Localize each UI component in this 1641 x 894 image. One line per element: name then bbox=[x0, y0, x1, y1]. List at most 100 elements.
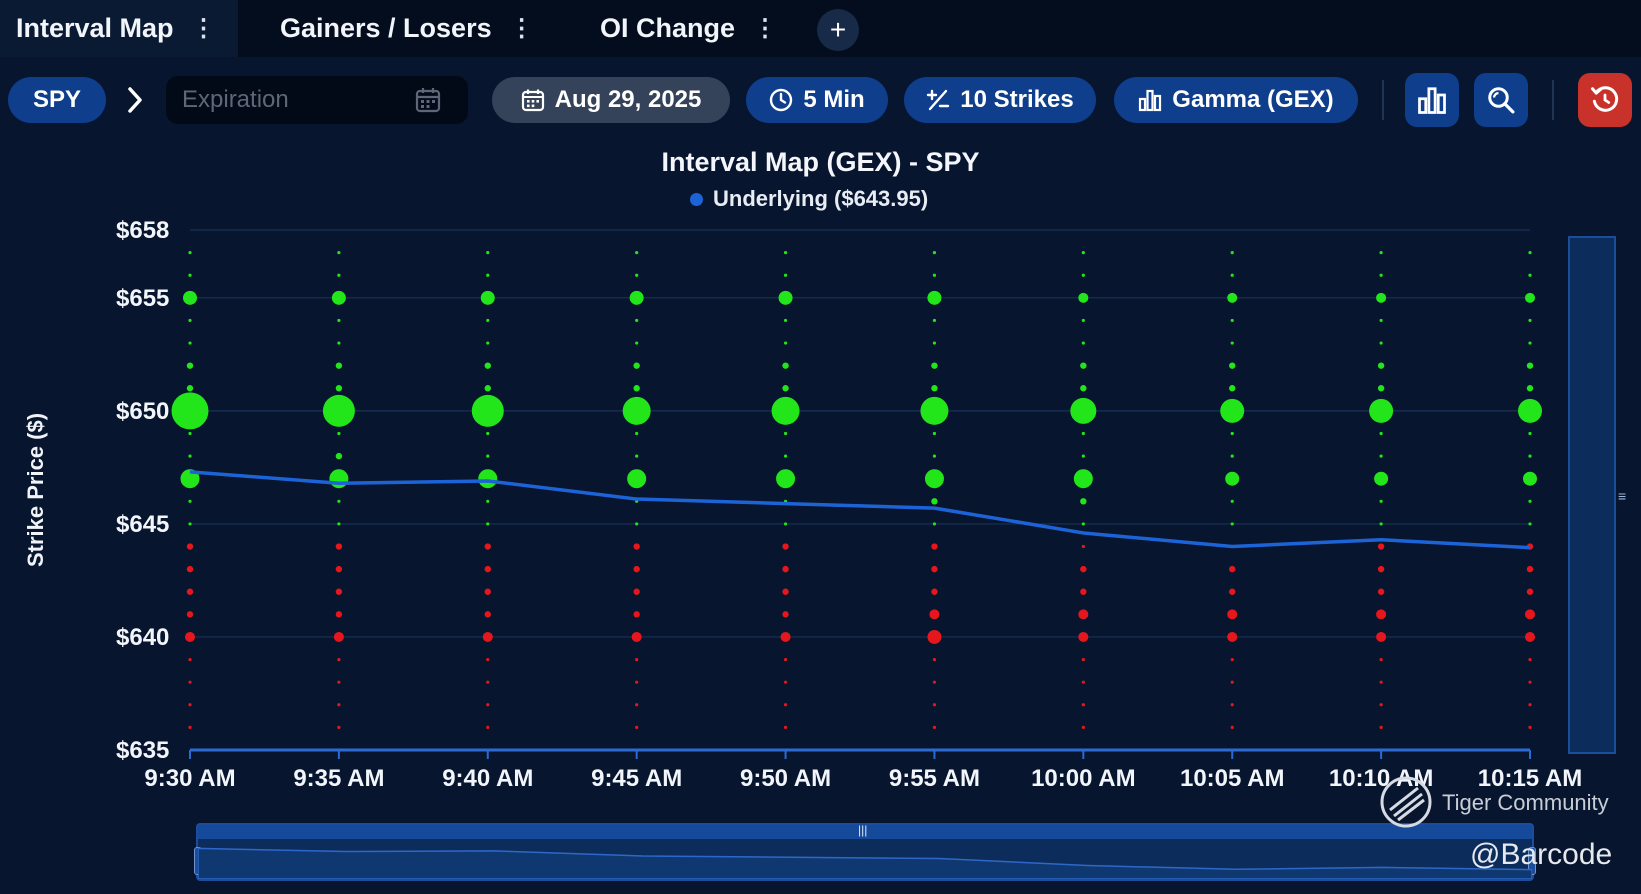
gex-bubble[interactable] bbox=[931, 385, 938, 392]
gex-bubble[interactable] bbox=[1376, 292, 1387, 303]
gex-bubble[interactable] bbox=[1379, 499, 1383, 503]
gex-bubble[interactable] bbox=[932, 341, 937, 345]
gex-bubble[interactable] bbox=[1374, 471, 1389, 486]
time-navigator[interactable]: ||| bbox=[194, 823, 1536, 881]
gex-bubble[interactable] bbox=[633, 611, 640, 618]
gex-bubble[interactable] bbox=[337, 431, 341, 436]
gex-bubble[interactable] bbox=[931, 565, 938, 573]
gex-bubble[interactable] bbox=[484, 385, 491, 392]
gex-bubble[interactable] bbox=[1528, 273, 1532, 277]
gex-bubble[interactable] bbox=[635, 273, 639, 277]
gex-bubble[interactable] bbox=[1229, 565, 1236, 573]
gex-bubble[interactable] bbox=[1229, 362, 1236, 369]
gex-bubble[interactable] bbox=[486, 454, 490, 458]
gex-bubble[interactable] bbox=[484, 362, 491, 369]
gex-bubble[interactable] bbox=[783, 725, 788, 729]
gex-bubble[interactable] bbox=[927, 290, 942, 305]
gex-bubble[interactable] bbox=[932, 657, 937, 662]
gex-bubble[interactable] bbox=[932, 703, 937, 707]
gex-bubble[interactable] bbox=[484, 588, 491, 595]
gex-bubble[interactable] bbox=[931, 588, 938, 595]
gex-bubble[interactable] bbox=[782, 385, 789, 392]
gex-bubble[interactable] bbox=[335, 385, 343, 392]
gex-bubble[interactable] bbox=[335, 362, 343, 369]
gex-bubble[interactable] bbox=[633, 588, 640, 595]
gex-bubble[interactable] bbox=[783, 273, 788, 277]
gex-bubble[interactable] bbox=[331, 290, 346, 305]
strikes-button[interactable]: 10 Strikes bbox=[904, 77, 1096, 123]
gex-bubble[interactable] bbox=[337, 703, 341, 707]
gex-bubble[interactable] bbox=[1230, 454, 1234, 458]
gex-bubble[interactable] bbox=[1080, 588, 1087, 595]
gex-bubble[interactable] bbox=[782, 588, 789, 595]
gex-bubble[interactable] bbox=[186, 588, 194, 595]
gex-bubble[interactable] bbox=[633, 543, 640, 550]
gex-bubble[interactable] bbox=[335, 588, 343, 595]
gex-bubble[interactable] bbox=[1080, 385, 1087, 392]
gex-bubble[interactable] bbox=[486, 703, 490, 707]
gex-bubble[interactable] bbox=[1526, 385, 1534, 392]
gex-bubble[interactable] bbox=[186, 611, 194, 618]
interval-button[interactable]: 5 Min bbox=[746, 77, 888, 123]
gex-bubble[interactable] bbox=[631, 631, 642, 642]
gex-bubble[interactable] bbox=[1528, 431, 1532, 436]
gex-bubble[interactable] bbox=[1078, 631, 1089, 642]
gex-bubble[interactable] bbox=[484, 565, 491, 573]
legend-item-underlying[interactable]: Underlying ($643.95) bbox=[690, 186, 928, 212]
gex-bubble[interactable] bbox=[186, 565, 194, 573]
gex-bubble[interactable] bbox=[486, 725, 490, 729]
gex-bubble[interactable] bbox=[932, 318, 937, 323]
chart-type-button[interactable] bbox=[1405, 73, 1459, 127]
gex-bubble[interactable] bbox=[1528, 454, 1532, 458]
gex-bubble[interactable] bbox=[1528, 251, 1532, 255]
gex-bubble[interactable] bbox=[783, 251, 788, 255]
gex-bubble[interactable] bbox=[1525, 609, 1535, 620]
gex-bubble[interactable] bbox=[1377, 588, 1385, 595]
gex-bubble[interactable] bbox=[185, 631, 195, 642]
tab-menu-icon[interactable]: ⋮ bbox=[509, 15, 534, 42]
navigator-right-handle[interactable] bbox=[1528, 847, 1536, 875]
chevron-right-icon[interactable] bbox=[120, 80, 150, 120]
gex-bubble[interactable] bbox=[1227, 631, 1238, 642]
gex-bubble[interactable] bbox=[932, 725, 937, 729]
gex-bubble[interactable] bbox=[335, 565, 343, 573]
gex-bubble[interactable] bbox=[188, 273, 192, 277]
gex-bubble[interactable] bbox=[1230, 251, 1234, 255]
gex-bubble[interactable] bbox=[1376, 631, 1387, 642]
gex-bubble[interactable] bbox=[1379, 341, 1383, 345]
gex-bubble[interactable] bbox=[1078, 292, 1089, 303]
gex-bubble[interactable] bbox=[188, 680, 192, 684]
gex-bubble[interactable] bbox=[1081, 454, 1085, 458]
gex-bubble[interactable] bbox=[1230, 273, 1234, 277]
gex-bubble[interactable] bbox=[1369, 398, 1394, 423]
gex-bubble[interactable] bbox=[1073, 469, 1093, 489]
gex-bubble[interactable] bbox=[1081, 341, 1085, 345]
gex-bubble[interactable] bbox=[1528, 680, 1532, 684]
gex-bubble[interactable] bbox=[932, 522, 937, 526]
gex-bubble[interactable] bbox=[486, 522, 490, 526]
gex-bubble[interactable] bbox=[1528, 341, 1532, 345]
gex-bubble[interactable] bbox=[783, 454, 788, 458]
gex-bubble[interactable] bbox=[633, 565, 640, 573]
tab-interval-map[interactable]: Interval Map ⋮ bbox=[0, 0, 238, 57]
gex-bubble[interactable] bbox=[932, 454, 937, 458]
gex-bubble[interactable] bbox=[333, 631, 344, 642]
search-button[interactable] bbox=[1474, 73, 1528, 127]
gex-bubble[interactable] bbox=[635, 657, 639, 662]
gex-bubble[interactable] bbox=[783, 680, 788, 684]
gex-bubble[interactable] bbox=[783, 318, 788, 323]
gex-bubble[interactable] bbox=[635, 431, 639, 436]
gex-bubble[interactable] bbox=[1070, 397, 1097, 424]
gex-bubble[interactable] bbox=[171, 392, 209, 430]
gex-bubble[interactable] bbox=[1220, 398, 1245, 423]
gex-bubble[interactable] bbox=[633, 385, 640, 392]
gex-bubble[interactable] bbox=[188, 703, 192, 707]
gex-bubble[interactable] bbox=[635, 703, 639, 707]
gex-bubble[interactable] bbox=[1379, 251, 1383, 255]
gex-bubble[interactable] bbox=[486, 251, 490, 255]
gex-bubble[interactable] bbox=[1229, 588, 1236, 595]
gex-bubble[interactable] bbox=[188, 499, 192, 503]
gex-bubble[interactable] bbox=[931, 498, 938, 505]
gex-bubble[interactable] bbox=[1525, 631, 1535, 642]
gex-bubble[interactable] bbox=[1528, 657, 1532, 662]
